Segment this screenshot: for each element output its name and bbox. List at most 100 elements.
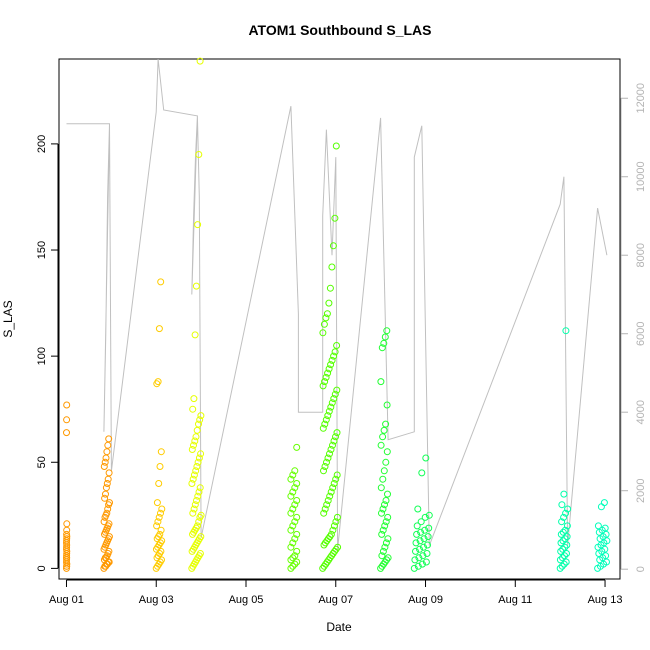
data-point (560, 490, 568, 498)
data-point (197, 533, 205, 541)
data-point (331, 348, 339, 356)
data-point (192, 467, 200, 475)
data-point (321, 420, 329, 428)
data-point (190, 471, 198, 479)
data-point (193, 497, 200, 504)
data-point (291, 552, 299, 560)
y2-tick-label: 12000 (635, 83, 647, 114)
data-point (557, 530, 565, 538)
x-tick-label: Aug 09 (408, 594, 443, 606)
data-point (192, 433, 200, 441)
data-point (418, 560, 426, 568)
data-point (188, 446, 196, 453)
data-point (104, 475, 112, 483)
plot-frame (58, 58, 621, 580)
data-point (333, 342, 341, 349)
data-point (195, 151, 203, 158)
data-point (333, 471, 341, 479)
data-point (193, 463, 201, 470)
data-point (195, 454, 203, 462)
data-point (601, 545, 609, 553)
data-point (327, 530, 335, 538)
data-point (413, 530, 421, 538)
data-point (287, 556, 295, 564)
data-point (379, 526, 387, 534)
data-point (63, 526, 71, 534)
data-point (63, 520, 71, 528)
data-point (333, 429, 341, 437)
data-point (293, 530, 301, 538)
data-point (155, 513, 163, 521)
data-point (100, 518, 108, 526)
data-point (378, 552, 386, 560)
data-point (63, 535, 71, 543)
data-point (287, 475, 295, 483)
data-point (293, 480, 301, 487)
data-point (323, 458, 330, 466)
data-point (63, 401, 71, 409)
data-point (157, 278, 165, 286)
data-point (564, 505, 572, 513)
y2-tick-label: 8000 (635, 243, 647, 267)
data-point (154, 518, 162, 526)
data-point (411, 556, 419, 564)
data-point (594, 522, 602, 530)
data-point (600, 499, 608, 507)
data-point (324, 369, 332, 377)
data-point (293, 513, 301, 521)
data-point (331, 214, 339, 222)
data-point (563, 522, 571, 530)
data-point (425, 511, 433, 519)
data-point (334, 543, 342, 551)
y2-tick-label: 6000 (635, 321, 647, 345)
y2-tick-label: 0 (635, 566, 647, 572)
data-point (190, 395, 198, 403)
data-point (424, 541, 431, 549)
data-point (560, 513, 568, 521)
data-point (410, 564, 418, 572)
x-tick-label: Aug 13 (588, 594, 623, 606)
data-point (192, 282, 200, 290)
data-point (380, 426, 388, 434)
data-point (383, 327, 391, 335)
points-layer (63, 57, 611, 572)
data-point (377, 378, 385, 386)
y-axis: 0 50 100 150 200 (36, 135, 59, 571)
data-point (556, 556, 564, 564)
data-point (63, 416, 71, 424)
data-point (322, 416, 330, 424)
data-point (382, 458, 390, 466)
data-point (154, 378, 162, 386)
data-point (293, 497, 301, 504)
data-point (195, 518, 203, 526)
data-point (412, 539, 420, 547)
data-point (327, 361, 335, 369)
data-point (423, 550, 431, 557)
data-point (196, 550, 204, 557)
data-point (381, 333, 389, 341)
data-point (381, 522, 389, 530)
data-point (194, 458, 202, 466)
data-point (329, 441, 336, 449)
data-point (421, 513, 429, 521)
data-point (106, 499, 113, 507)
data-point (379, 433, 387, 441)
data-point (378, 509, 385, 517)
data-point (319, 382, 327, 390)
data-point (382, 539, 390, 547)
data-point (384, 535, 392, 543)
x-tick-label: Aug 05 (229, 594, 264, 606)
data-point (378, 344, 386, 352)
data-point (382, 497, 390, 504)
data-point (377, 484, 385, 492)
data-point (189, 405, 197, 413)
data-point (328, 399, 336, 407)
data-point (381, 501, 388, 509)
data-point (326, 284, 334, 292)
y-tick-label: 200 (36, 135, 48, 153)
x-axis-label: Date (326, 620, 352, 634)
data-point (327, 488, 335, 496)
data-point (416, 545, 423, 553)
data-point (329, 242, 337, 250)
data-point (321, 463, 329, 470)
